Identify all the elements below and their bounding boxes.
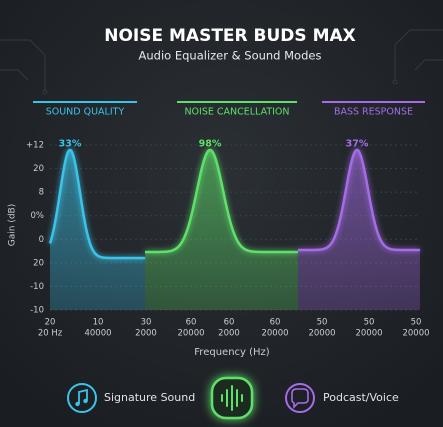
chat-icon [291, 388, 309, 409]
y-tick-label: 8 [39, 188, 44, 198]
peak-label: 33% [59, 139, 82, 150]
y-tick-label: -10 [30, 282, 44, 292]
waveform-icon [221, 385, 243, 411]
x-tick-label: 40000 [84, 329, 111, 339]
button-ring [67, 383, 97, 413]
button-ring [285, 383, 315, 413]
x-tick-label: 2000 [135, 329, 157, 339]
band-curve [48, 148, 145, 260]
x-tick-label: 60 [186, 318, 197, 328]
x-tick-label: 2000 [218, 329, 240, 339]
x-tick-label: 20 Hz [38, 329, 63, 339]
band-area [145, 150, 298, 310]
band-header: BASS RESPONSE [334, 107, 413, 118]
signature-sound-button[interactable]: Signature Sound [67, 383, 195, 413]
x-axis-title: Frequency (Hz) [194, 347, 270, 358]
x-tick-label: 10 [93, 318, 104, 328]
x-tick-label: 50 [411, 318, 422, 328]
band-curve [145, 148, 298, 254]
y-tick-label: 20 [33, 164, 44, 174]
band-curve [298, 148, 420, 252]
x-tick-label: 60 [270, 318, 281, 328]
mode-label: Podcast/Voice [323, 391, 399, 404]
title: NOISE MASTER BUDS MAX [104, 26, 356, 46]
peak-label: 37% [346, 139, 369, 150]
band-header: SOUND QUALITY [46, 107, 125, 118]
band-area [50, 150, 145, 310]
y-tick-label: -10 [30, 306, 44, 316]
mode-buttons: Signature Sound Podcast/Voice [67, 376, 399, 420]
x-tick-label: 20 [45, 318, 56, 328]
x-tick-label: 20000 [177, 329, 204, 339]
y-tick-label: +12 [26, 141, 44, 151]
band-header: NOISE CANCELLATION [184, 107, 289, 118]
x-tick-label: 20000 [261, 329, 288, 339]
y-tick-label: 0% [31, 211, 45, 221]
band-area [298, 150, 420, 310]
y-tick-label: 20 [33, 258, 44, 268]
music-icon-dot [75, 401, 80, 407]
x-tick-label: 30 [141, 318, 152, 328]
music-icon [78, 388, 88, 404]
x-tick-label: 50 [364, 318, 375, 328]
x-tick-label: 50 [317, 318, 328, 328]
subtitle: Audio Equalizer & Sound Modes [139, 49, 322, 63]
music-icon-dot [83, 398, 88, 404]
x-tick-label: 20000 [402, 329, 429, 339]
circuit-decoration [0, 29, 443, 95]
noise-cancel-button[interactable] [210, 376, 254, 420]
mode-label: Signature Sound [104, 391, 195, 404]
y-axis-title: Gain (dB) [8, 204, 18, 246]
podcast-voice-button[interactable]: Podcast/Voice [285, 383, 399, 413]
x-tick-label: 60 [224, 318, 235, 328]
x-tick-label: 20000 [308, 329, 335, 339]
y-tick-label: 0 [39, 235, 44, 245]
peak-label: 98% [199, 139, 222, 150]
x-tick-label: 20000 [355, 329, 382, 339]
